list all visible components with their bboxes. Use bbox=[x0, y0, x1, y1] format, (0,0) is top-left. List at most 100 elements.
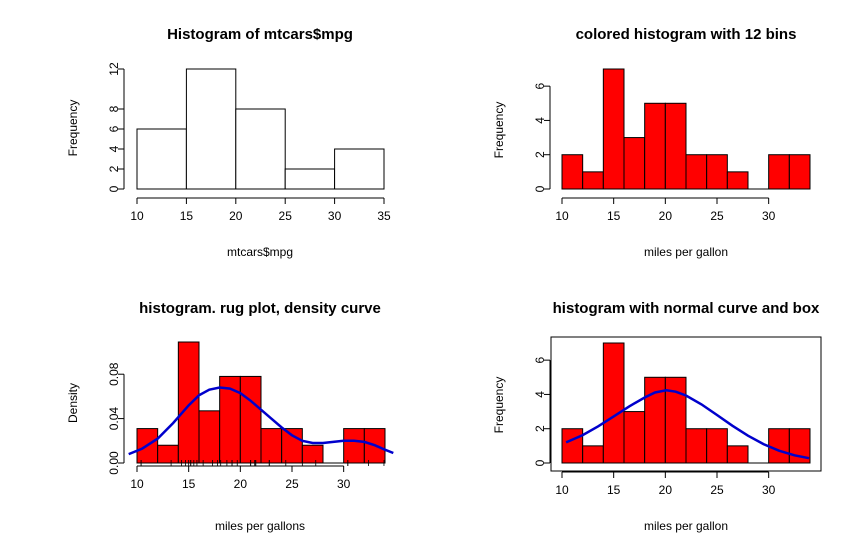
histogram-bar bbox=[768, 154, 790, 190]
panel-2-bars bbox=[561, 68, 811, 190]
y-tick-label: 0.08 bbox=[107, 362, 121, 386]
panel-4-title: histogram with normal curve and box bbox=[553, 300, 820, 317]
y-tick-label: 0.00 bbox=[107, 451, 121, 475]
panel-4-axes: 10 15 20 25 30 0 2 4 6 bbox=[533, 356, 776, 497]
x-tick-label: 10 bbox=[130, 477, 144, 491]
histogram-bar bbox=[136, 128, 187, 190]
histogram-bar bbox=[623, 137, 646, 190]
x-tick-label: 25 bbox=[279, 209, 293, 223]
panel-3-xlabel: miles per gallons bbox=[215, 519, 305, 533]
panel-4: histogram with normal curve and box mile… bbox=[492, 300, 822, 533]
panel-2-axes: 10 15 20 25 30 0 2 4 6 bbox=[533, 82, 776, 223]
panel-3-bars bbox=[136, 341, 386, 464]
y-tick-label: 0 bbox=[533, 459, 547, 466]
panel-3-density-curve bbox=[128, 386, 394, 456]
y-tick-label: 0 bbox=[533, 185, 547, 192]
y-tick-label: 4 bbox=[533, 117, 547, 124]
histogram-bar bbox=[706, 154, 728, 190]
x-tick-label: 15 bbox=[180, 209, 194, 223]
y-tick-label: 6 bbox=[533, 356, 547, 363]
histogram-bar bbox=[561, 428, 584, 464]
panel-3: histogram. rug plot, density curve miles… bbox=[66, 300, 394, 533]
x-tick-label: 20 bbox=[659, 483, 673, 497]
curve-line bbox=[128, 386, 394, 456]
panel-1-axes: 10 15 20 25 30 35 0 2 4 6 8 12 bbox=[107, 62, 391, 223]
panel-1: Histogram of mtcars$mpg mtcars$mpg Frequ… bbox=[66, 26, 391, 259]
histogram-bar bbox=[726, 171, 749, 190]
y-tick-label: 0 bbox=[107, 185, 121, 192]
x-tick-label: 35 bbox=[377, 209, 391, 223]
panel-1-xlabel: mtcars$mpg bbox=[227, 245, 293, 259]
histogram-bar bbox=[177, 341, 200, 464]
panel-2-title: colored histogram with 12 bins bbox=[576, 26, 797, 43]
histogram-bar bbox=[726, 445, 749, 464]
histogram-bar bbox=[602, 68, 625, 190]
histogram-bar bbox=[260, 428, 283, 464]
histogram-bar bbox=[788, 154, 811, 190]
x-tick-label: 20 bbox=[659, 209, 673, 223]
histogram-bar bbox=[185, 68, 237, 190]
y-tick-label: 0.04 bbox=[107, 407, 121, 431]
x-tick-label: 25 bbox=[285, 477, 299, 491]
histogram-bar bbox=[239, 375, 262, 464]
panel-1-ylabel: Frequency bbox=[66, 100, 80, 157]
histogram-bar bbox=[235, 108, 286, 190]
panel-4-ylabel: Frequency bbox=[492, 377, 506, 434]
x-tick-label: 25 bbox=[710, 483, 724, 497]
histogram-bar bbox=[685, 428, 708, 464]
x-tick-label: 30 bbox=[337, 477, 351, 491]
x-tick-label: 10 bbox=[130, 209, 144, 223]
histogram-bar bbox=[343, 428, 365, 464]
x-tick-label: 30 bbox=[762, 483, 776, 497]
x-tick-label: 25 bbox=[710, 209, 724, 223]
histogram-bar bbox=[334, 148, 385, 190]
histogram-bar bbox=[623, 411, 646, 464]
x-tick-label: 20 bbox=[229, 209, 243, 223]
panel-4-normal-curve bbox=[565, 389, 810, 460]
panel-4-box bbox=[550, 336, 822, 472]
histogram-bar bbox=[198, 410, 221, 464]
curve-line bbox=[565, 389, 810, 460]
x-tick-label: 15 bbox=[182, 477, 196, 491]
panel-3-title: histogram. rug plot, density curve bbox=[139, 300, 381, 317]
y-tick-label: 4 bbox=[107, 145, 121, 152]
panel-4-xlabel: miles per gallon bbox=[644, 519, 728, 533]
y-tick-label: 2 bbox=[107, 165, 121, 172]
x-tick-label: 30 bbox=[328, 209, 342, 223]
histogram-bar bbox=[561, 154, 584, 190]
histogram-bar bbox=[157, 444, 179, 464]
panel-3-axes: 10 15 20 25 30 0.00 0.04 0.08 bbox=[107, 362, 351, 491]
y-tick-label: 2 bbox=[533, 425, 547, 432]
y-tick-label: 4 bbox=[533, 391, 547, 398]
panel-2-xlabel: miles per gallon bbox=[644, 245, 728, 259]
panel-3-rug bbox=[140, 460, 385, 466]
histogram-bar bbox=[602, 342, 625, 464]
histogram-bar bbox=[284, 168, 336, 190]
histogram-bar bbox=[301, 444, 324, 464]
y-tick-label: 12 bbox=[107, 62, 121, 76]
y-tick-label: 6 bbox=[533, 82, 547, 89]
x-tick-label: 30 bbox=[762, 209, 776, 223]
histogram-bar bbox=[664, 376, 687, 464]
x-tick-label: 10 bbox=[555, 483, 569, 497]
histogram-bar bbox=[706, 428, 728, 464]
x-tick-label: 15 bbox=[607, 483, 621, 497]
y-tick-label: 6 bbox=[107, 125, 121, 132]
panel-1-title: Histogram of mtcars$mpg bbox=[167, 26, 353, 43]
panel-1-bars bbox=[136, 68, 385, 190]
y-tick-label: 8 bbox=[107, 105, 121, 112]
x-tick-label: 20 bbox=[234, 477, 248, 491]
x-tick-label: 15 bbox=[607, 209, 621, 223]
histogram-bar bbox=[685, 154, 708, 190]
histogram-bar bbox=[582, 171, 604, 190]
panel-4-bars bbox=[561, 342, 811, 464]
panel-3-ylabel: Density bbox=[66, 383, 80, 423]
x-tick-label: 10 bbox=[555, 209, 569, 223]
histogram-bar bbox=[768, 428, 790, 464]
panel-2: colored histogram with 12 bins miles per… bbox=[492, 26, 811, 259]
histogram-bar bbox=[664, 102, 687, 190]
histogram-bar bbox=[582, 445, 604, 464]
histogram-bar bbox=[644, 102, 666, 190]
y-tick-label: 2 bbox=[533, 151, 547, 158]
